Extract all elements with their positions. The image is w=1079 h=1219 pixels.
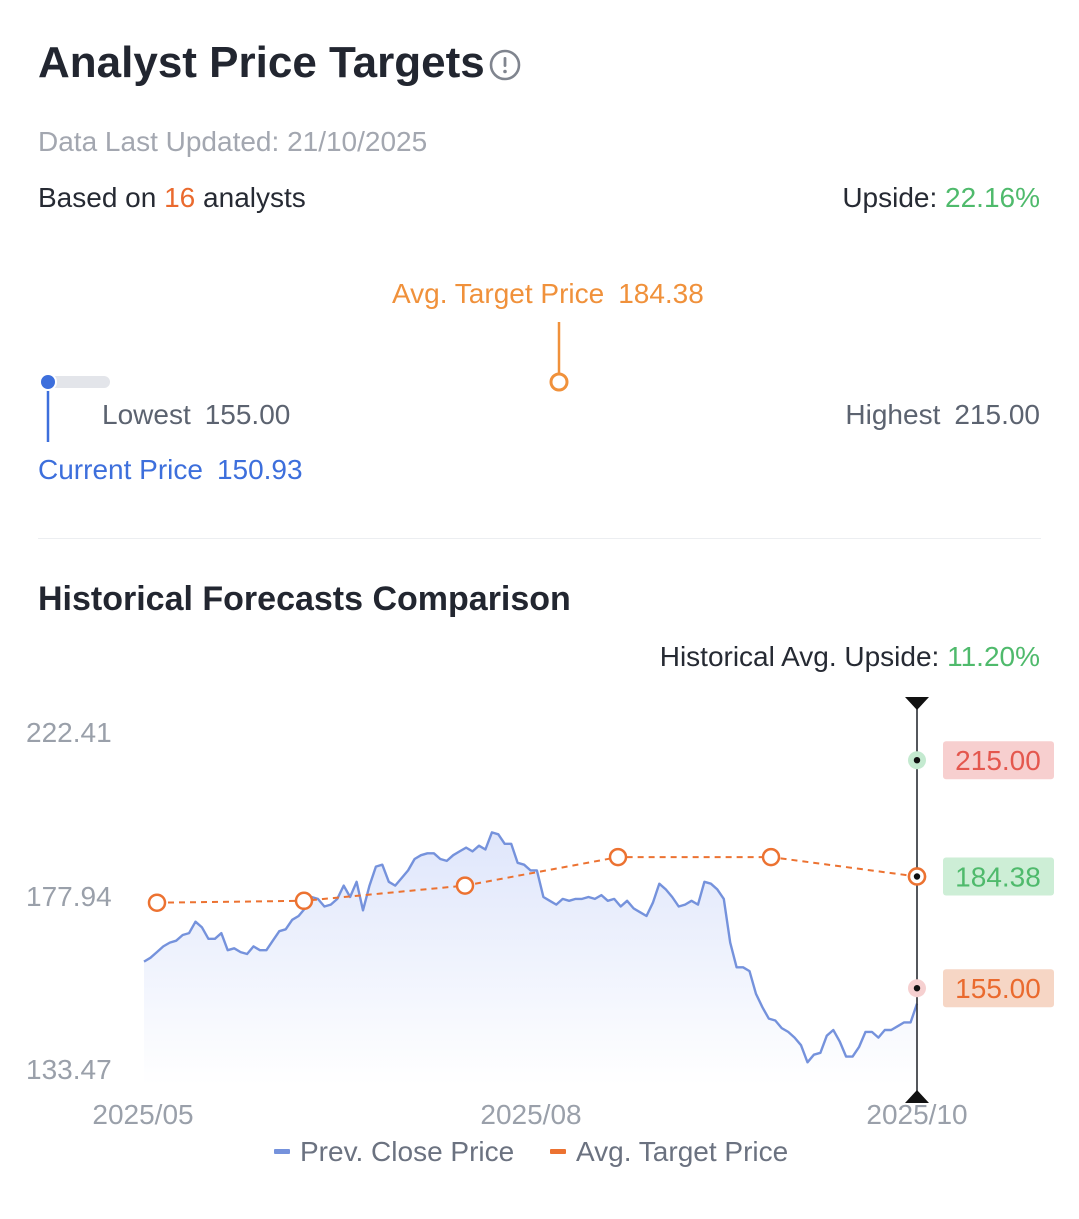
avg-target-value: 184.38 [618, 278, 704, 309]
price-range-bar [39, 322, 1041, 442]
price-badge-label: 215.00 [955, 745, 1041, 776]
avg-target-label: Avg. Target Price 184.38 [392, 278, 704, 310]
price-badge [943, 741, 1054, 780]
current-value: 150.93 [216, 454, 303, 485]
historical-upside-value: 11.20% [947, 641, 1040, 672]
price-badge-label: 184.38 [955, 862, 1041, 893]
latest-marker-dot [913, 985, 921, 992]
cursor-bottom-triangle-icon [905, 1090, 929, 1103]
avg-target-point [761, 847, 781, 867]
avg-target-point [608, 847, 628, 867]
current-price-marker [39, 373, 57, 391]
data-updated-text: Data Last Updated: 21/10/2025 [38, 126, 427, 158]
historical-upside-text: Historical Avg. Upside: 11.20% [660, 641, 1040, 673]
latest-marker-dot [913, 757, 921, 764]
updated-label: Data Last Updated: [38, 126, 280, 157]
price-badge [943, 857, 1054, 896]
legend-label: Prev. Close Price [300, 1136, 514, 1167]
updated-date: 21/10/2025 [287, 126, 428, 157]
highest-target-text: Highest 215.00 [845, 399, 1040, 431]
section-divider [38, 538, 1041, 539]
based-prefix: Based on [38, 182, 157, 213]
based-suffix: analysts [203, 182, 306, 213]
legend-label: Avg. Target Price [576, 1136, 788, 1167]
avg-target-marker [549, 372, 569, 392]
avg-target-title: Avg. Target Price [392, 278, 605, 309]
lowest-label: Lowest [102, 399, 191, 430]
y-tick-label: 133.47 [26, 1054, 112, 1085]
upside-label: Upside: [842, 182, 938, 213]
cursor-top-triangle-icon [905, 697, 929, 710]
x-tick-label: 2025/05 [92, 1099, 193, 1130]
price-badge-label: 155.00 [955, 973, 1041, 1004]
analyst-count-text: Based on 16 analysts [38, 182, 306, 214]
lowest-target-text: Lowest 155.00 [102, 399, 290, 431]
avg-target-point [294, 891, 314, 911]
y-tick-label: 222.41 [26, 717, 112, 748]
analyst-count: 16 [164, 182, 196, 213]
historical-upside-label: Historical Avg. Upside: [659, 641, 940, 672]
price-badge [943, 969, 1054, 1008]
upside-text: Upside: 22.16% [842, 182, 1040, 214]
info-circle-icon[interactable] [489, 49, 521, 81]
price-area [144, 832, 917, 1085]
avg-target-line [156, 856, 918, 904]
x-tick-label: 2025/08 [480, 1099, 581, 1130]
avg-target-point [455, 876, 475, 895]
current-price-text: Current Price 150.93 [38, 454, 303, 486]
legend-swatch [274, 1149, 290, 1154]
y-tick-label: 177.94 [26, 881, 112, 912]
latest-marker-dot [913, 873, 921, 880]
highest-value: 215.00 [954, 399, 1040, 430]
legend-swatch [550, 1149, 566, 1154]
upside-value: 22.16% [945, 182, 1040, 213]
lowest-value: 155.00 [204, 399, 291, 430]
x-tick-label: 2025/10 [866, 1099, 967, 1130]
page-title: Analyst Price Targets [38, 38, 485, 87]
avg-target-point [147, 893, 167, 912]
prev-close-price-line [143, 831, 919, 1064]
historical-title: Historical Forecasts Comparison [38, 580, 571, 618]
highest-label: Highest [845, 399, 941, 430]
current-label: Current Price [38, 454, 203, 485]
